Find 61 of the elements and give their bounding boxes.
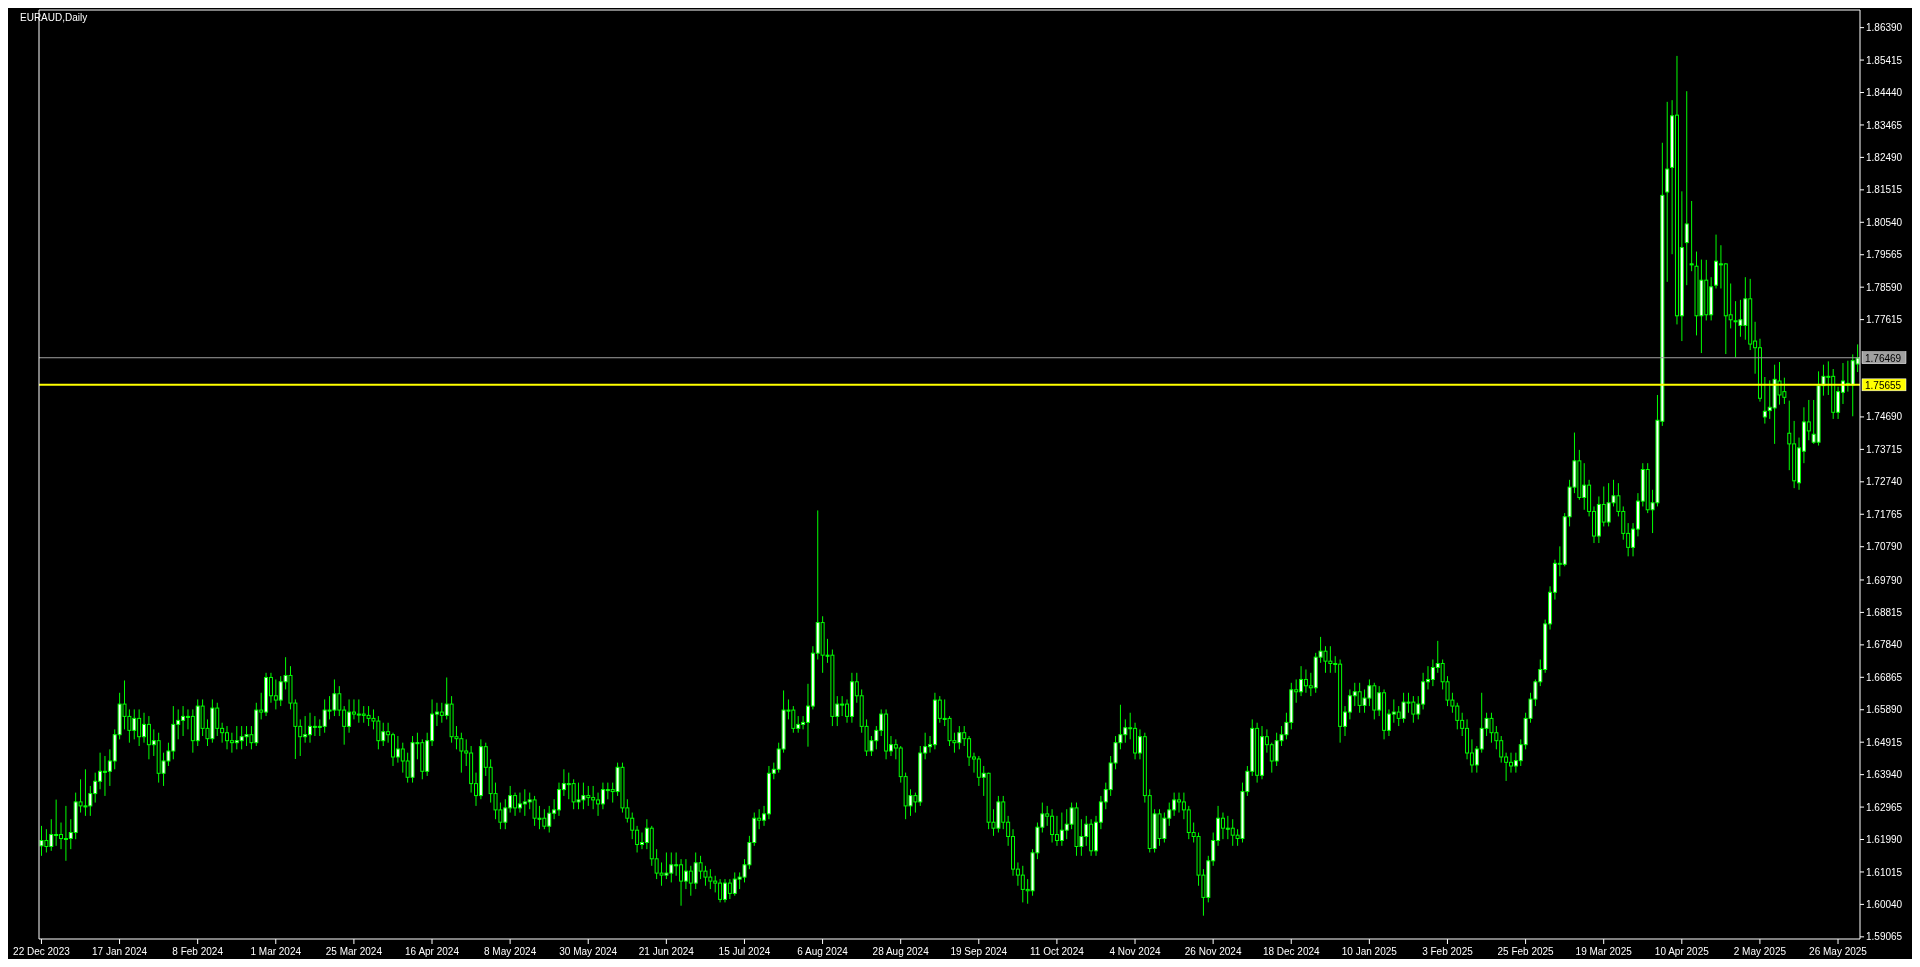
ref-line-label: 1.75655 — [1865, 379, 1902, 391]
y-tick-label: 1.67840 — [1866, 639, 1903, 651]
y-tick-label: 1.68815 — [1866, 606, 1903, 618]
candlestick — [1665, 101, 1670, 283]
x-tick-label: 10 Apr 2025 — [1654, 946, 1710, 957]
x-tick-label: 18 Dec 2024 — [1262, 946, 1321, 957]
x-tick-label: 25 Feb 2025 — [1497, 946, 1555, 957]
x-tick-label: 22 Dec 2023 — [13, 946, 71, 957]
y-tick-label: 1.60040 — [1866, 898, 1903, 910]
y-tick-label: 1.71765 — [1866, 508, 1903, 520]
x-tick-label: 8 Feb 2024 — [172, 946, 224, 957]
y-tick-label: 1.61015 — [1866, 866, 1903, 878]
x-tick-label: 11 Oct 2024 — [1030, 946, 1085, 957]
x-tick-label: 16 Apr 2024 — [405, 946, 460, 957]
y-tick-label: 1.80540 — [1866, 216, 1903, 228]
x-tick-label: 17 Jan 2024 — [92, 946, 148, 957]
y-tick-label: 1.70790 — [1866, 541, 1903, 553]
x-tick-label: 26 Nov 2024 — [1184, 946, 1242, 957]
candlestick — [1714, 234, 1719, 289]
x-tick-label: 6 Aug 2024 — [797, 946, 849, 957]
ref-line-label: 1.76469 — [1865, 352, 1902, 364]
y-tick-label: 1.61990 — [1866, 834, 1903, 846]
y-tick-label: 1.85415 — [1866, 54, 1903, 66]
y-tick-label: 1.82490 — [1866, 151, 1903, 163]
x-tick-label: 21 Jun 2024 — [638, 946, 695, 957]
x-tick-label: 30 May 2024 — [559, 946, 618, 957]
y-tick-label: 1.74690 — [1866, 411, 1903, 423]
x-tick-label: 19 Mar 2025 — [1575, 946, 1633, 957]
x-tick-label: 28 Aug 2024 — [872, 946, 930, 957]
x-tick-label: 3 Feb 2025 — [1422, 946, 1474, 957]
x-tick-label: 19 Sep 2024 — [950, 946, 1008, 957]
x-tick-label: 26 May 2025 — [1809, 946, 1868, 957]
y-tick-label: 1.78590 — [1866, 281, 1903, 293]
x-tick-label: 15 Jul 2024 — [718, 946, 771, 957]
x-tick-label: 8 May 2024 — [483, 946, 537, 957]
x-tick-label: 1 Mar 2024 — [250, 946, 302, 957]
y-tick-label: 1.69790 — [1866, 574, 1903, 586]
y-tick-label: 1.59065 — [1866, 931, 1903, 943]
y-tick-label: 1.65890 — [1866, 704, 1903, 716]
y-tick-label: 1.79565 — [1866, 249, 1903, 261]
y-tick-label: 1.84440 — [1866, 87, 1903, 99]
y-tick-label: 1.77615 — [1866, 314, 1903, 326]
candlestick — [44, 828, 49, 853]
y-tick-label: 1.66865 — [1866, 671, 1903, 683]
y-tick-label: 1.83465 — [1866, 119, 1903, 131]
candlestick — [1762, 376, 1767, 425]
y-tick-label: 1.86390 — [1866, 22, 1903, 34]
y-tick-label: 1.81515 — [1866, 184, 1903, 196]
y-tick-label: 1.64915 — [1866, 736, 1903, 748]
candlestick — [1821, 364, 1826, 397]
candlestick — [1689, 200, 1694, 272]
x-tick-label: 25 Mar 2024 — [325, 946, 383, 957]
x-tick-label: 4 Nov 2024 — [1109, 946, 1162, 957]
y-tick-label: 1.63940 — [1866, 769, 1903, 781]
y-tick-label: 1.73715 — [1866, 443, 1903, 455]
y-tick-label: 1.72740 — [1866, 476, 1903, 488]
candlestick — [1684, 90, 1689, 286]
x-tick-label: 2 May 2025 — [1733, 946, 1787, 957]
chart-title: EURAUD,Daily — [20, 12, 88, 23]
y-tick-label: 1.62965 — [1866, 801, 1903, 813]
x-tick-label: 10 Jan 2025 — [1341, 946, 1398, 957]
